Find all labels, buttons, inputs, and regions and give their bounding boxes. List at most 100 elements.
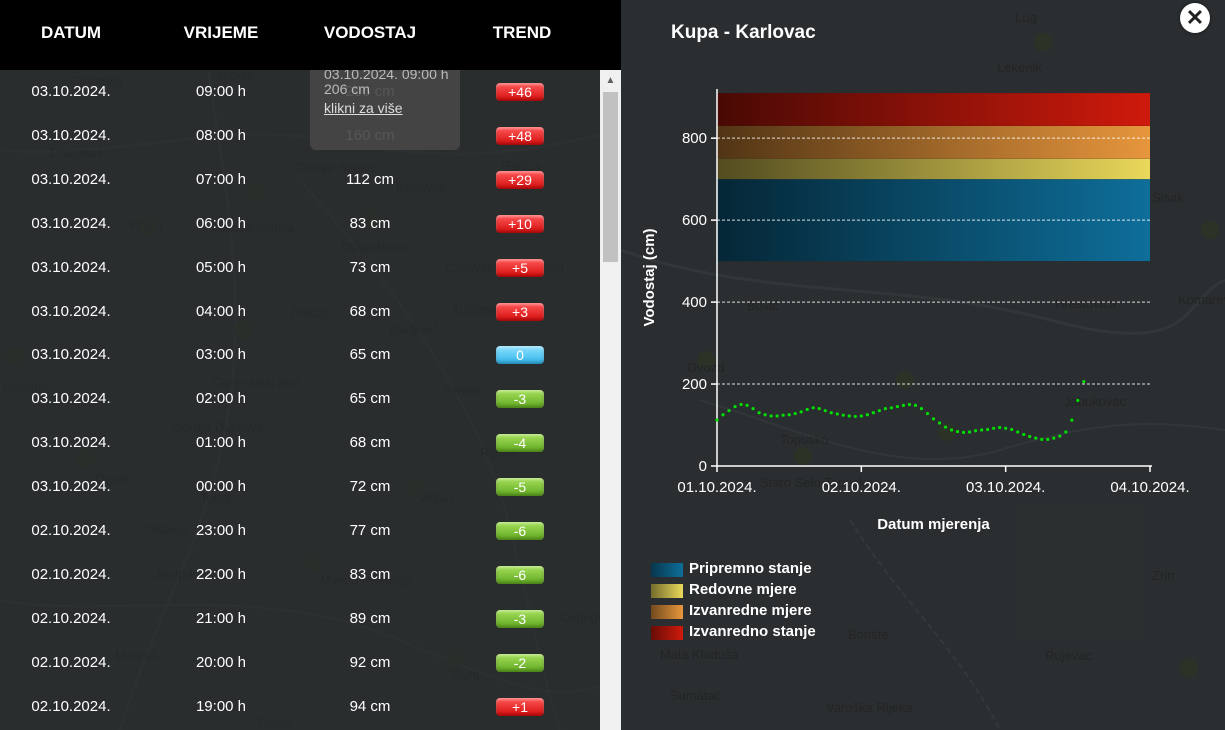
data-point [955, 429, 960, 434]
row-time: 19:00 h [195, 697, 247, 715]
data-point [889, 406, 894, 410]
x-tick-label: 01.10.2024. [677, 479, 756, 496]
data-point [980, 428, 984, 432]
data-point [763, 413, 767, 417]
table-row[interactable]: 03.10.2024. 01:00 h 68 cm -4 [0, 421, 600, 465]
data-point [853, 414, 857, 419]
scrollbar-thumb[interactable] [603, 92, 618, 262]
band-3 [717, 93, 1150, 126]
band-1 [717, 158, 1150, 180]
table-row[interactable]: 03.10.2024.08:00 h160 cm+48 [0, 114, 600, 158]
data-point [1052, 436, 1056, 440]
row-level: 68 cm [349, 434, 391, 452]
close-button[interactable]: ✕ [1180, 3, 1210, 33]
close-icon[interactable]: ✕ [1185, 5, 1205, 30]
table-row[interactable]: 03.10.2024. 09:00 h 206 cm +46 [0, 70, 600, 114]
table-scrollbar[interactable]: ▲ [600, 70, 621, 730]
station-title: Kupa - Karlovac [671, 22, 816, 43]
data-point [715, 418, 719, 422]
trend-badge: -3 [496, 390, 544, 409]
trend-badge: -6 [496, 522, 544, 540]
data-point [841, 413, 845, 417]
data-point [847, 414, 851, 418]
y-tick-label: 800 [682, 130, 707, 147]
y-tick-label: 600 [682, 212, 707, 229]
trend-badge: +10 [496, 214, 544, 233]
tooltip-more-link[interactable]: klikni za više [324, 100, 403, 116]
data-point [986, 427, 990, 432]
row-date: 03.10.2024. [31, 83, 111, 100]
data-point [805, 407, 809, 412]
trend-badge: +48 [496, 126, 544, 145]
legend-label: Redovne mjere [689, 581, 797, 598]
row-date: 02.10.2024. [31, 697, 111, 715]
row-date: 02.10.2024. [31, 522, 111, 539]
data-point [865, 413, 869, 417]
trend-badge: -2 [496, 653, 544, 672]
table-row[interactable]: 03.10.2024. 04:00 h 68 cm +3 [0, 290, 600, 334]
data-point [913, 403, 918, 407]
data-point [1076, 398, 1080, 403]
header-trend[interactable]: TREND [492, 23, 552, 42]
data-point [775, 414, 779, 418]
y-tick-label: 200 [682, 376, 707, 393]
data-point [895, 404, 900, 409]
data-point [733, 404, 737, 409]
data-point [992, 426, 996, 430]
row-date: 03.10.2024. [31, 390, 111, 408]
data-point [835, 412, 839, 416]
row-date: 03.10.2024. [31, 170, 111, 188]
trend-badge: -5 [496, 478, 544, 497]
legend-item[interactable]: Izvanredne mjere [651, 602, 871, 622]
legend-item[interactable]: Izvanredno stanje [651, 623, 871, 643]
data-point [1046, 437, 1050, 441]
x-tick-label: 02.10.2024. [822, 479, 901, 496]
legend-swatch [651, 605, 683, 619]
row-level: 83 cm [349, 214, 391, 232]
table-row[interactable]: 02.10.2024. 21:00 h 89 cm -3 [0, 597, 600, 641]
table-row[interactable]: 03.10.2024. 00:00 h 72 cm -5 [0, 465, 600, 509]
header-time[interactable]: VRIJEME [183, 23, 259, 42]
data-point [751, 407, 755, 411]
x-axis-title: Datum mjerenja [877, 516, 990, 533]
row-date: 02.10.2024. [31, 565, 111, 583]
table-row[interactable]: 03.10.2024. 06:00 h 83 cm +10 [0, 202, 600, 246]
y-tick-label: 400 [682, 294, 707, 311]
table-row[interactable]: 03.10.2024. 02:00 h 65 cm -3 [0, 377, 600, 421]
header-level[interactable]: VODOSTAJ [323, 23, 417, 42]
table-row[interactable]: 03.10.2024. 07:00 h 112 cm +29 [0, 158, 600, 202]
legend-item[interactable]: Redovne mjere [651, 581, 871, 601]
data-point [901, 403, 906, 407]
data-point [871, 411, 875, 415]
row-level: 94 cm [349, 697, 391, 715]
legend-item[interactable]: Pripremno stanje [651, 560, 871, 580]
row-time: 20:00 h [195, 653, 247, 671]
row-time: 06:00 h [195, 214, 247, 232]
row-time: 01:00 h [195, 434, 247, 452]
table-header: DATUM VRIJEME VODOSTAJ TREND [0, 0, 621, 70]
data-point [757, 411, 761, 415]
x-tick-label: 04.10.2024. [1110, 479, 1189, 496]
table-row[interactable]: 03.10.2024. 05:00 h 73 cm +5 [0, 246, 600, 290]
table-row[interactable]: 02.10.2024. 22:00 h 83 cm -6 [0, 553, 600, 597]
row-time: 00:00 h [195, 478, 247, 496]
data-point [1022, 432, 1026, 437]
row-time: 02:00 h [195, 390, 247, 408]
data-point [1082, 379, 1086, 384]
row-time: 07:00 h [195, 170, 247, 188]
row-level: 92 cm [349, 653, 391, 671]
data-point [1010, 427, 1014, 432]
table-row[interactable]: 02.10.2024. 19:00 h 94 cm +1 [0, 685, 600, 729]
data-point [721, 413, 725, 417]
row-level: 83 cm [349, 565, 391, 583]
table-row[interactable]: 03.10.2024. 03:00 h 65 cm 0 [0, 333, 600, 377]
table-row[interactable]: 02.10.2024. 23:00 h 77 cm -6 [0, 509, 600, 553]
table-row[interactable]: 02.10.2024. 20:00 h 92 cm -2 [0, 641, 600, 685]
data-point [967, 430, 972, 434]
header-date[interactable]: DATUM [40, 23, 102, 42]
row-level: 77 cm [349, 522, 391, 539]
data-point [931, 417, 936, 421]
scroll-up-arrow-icon[interactable]: ▲ [605, 75, 616, 86]
data-point [829, 411, 833, 415]
